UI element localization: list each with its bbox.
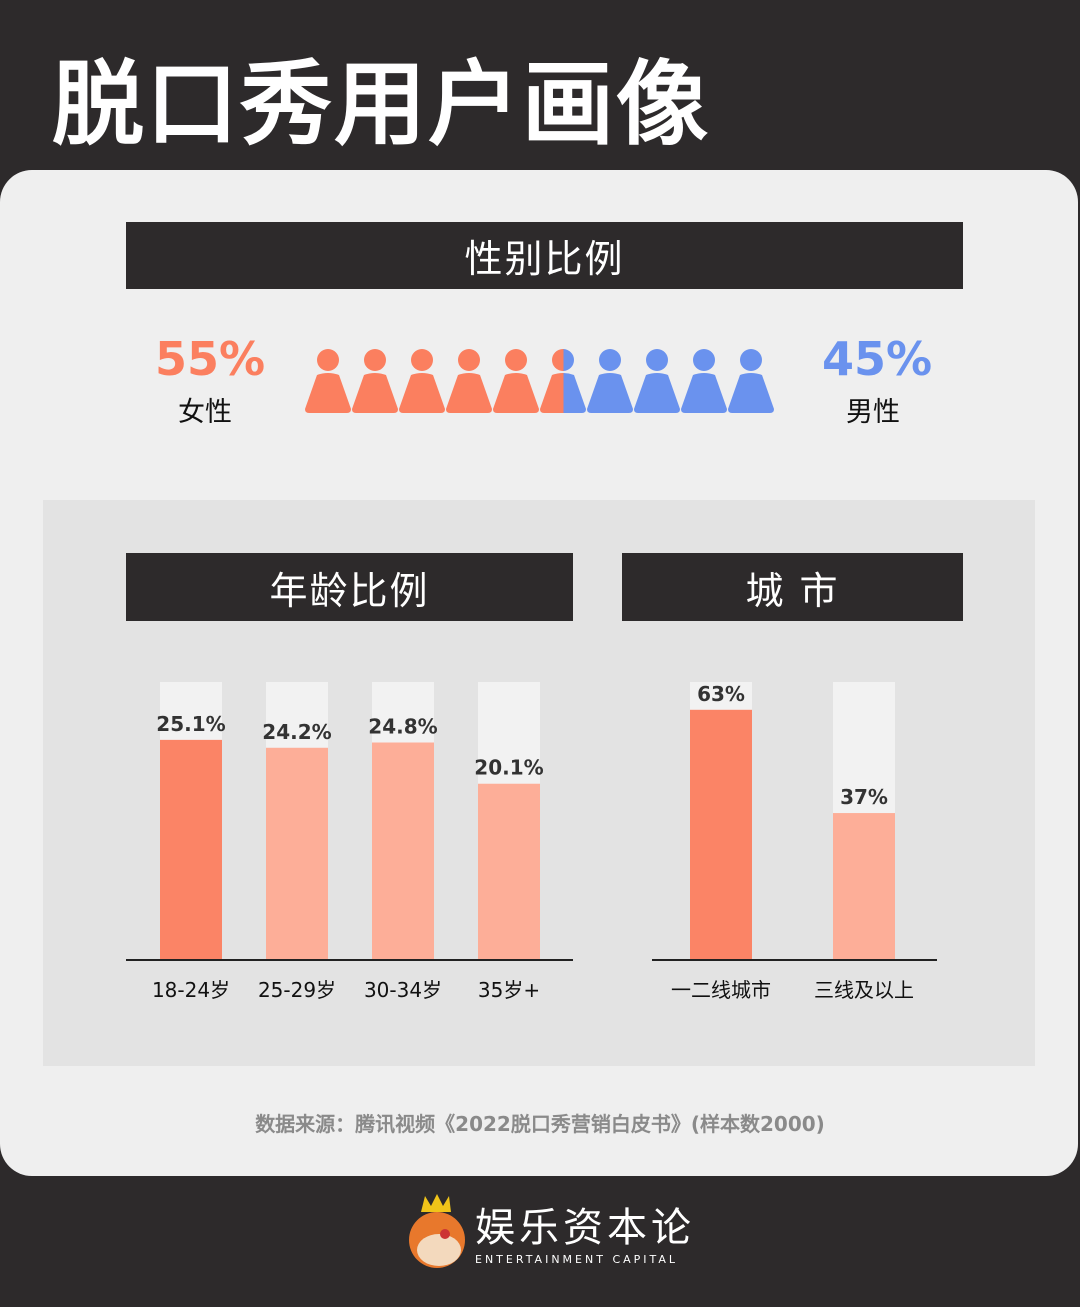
person-icon-head <box>599 349 621 371</box>
bar-value-label: 25.1% <box>156 712 225 736</box>
person-icon-head <box>646 349 668 371</box>
gender-header: 性别比例 <box>126 222 963 289</box>
person-icon-body <box>563 373 586 413</box>
bar <box>478 783 540 960</box>
bar <box>833 813 895 960</box>
person-icon-head <box>317 349 339 371</box>
person-icon-head <box>505 349 527 371</box>
age-header: 年龄比例 <box>126 553 573 621</box>
person-icon-body <box>352 373 398 413</box>
bar-value-label: 24.2% <box>262 720 331 744</box>
person-icon-head <box>693 349 715 371</box>
category-label: 一二线城市 <box>671 978 771 1002</box>
male-label: 男性 <box>846 397 900 428</box>
person-icon-head <box>563 349 574 371</box>
person-icon-head <box>552 349 564 371</box>
bar-value-label: 20.1% <box>474 756 543 780</box>
category-label: 30-34岁 <box>364 978 442 1002</box>
mascot-icon <box>409 1194 465 1268</box>
page-title: 脱口秀用户画像 <box>52 51 711 158</box>
logo-subtext: ENTERTAINMENT CAPITAL <box>475 1252 679 1266</box>
bar <box>160 739 222 960</box>
bar <box>372 742 434 960</box>
bar-value-label: 37% <box>840 785 888 809</box>
person-icon-body <box>587 373 633 413</box>
male-percent: 45% <box>822 332 933 386</box>
person-icon-head <box>458 349 480 371</box>
person-icon-body <box>399 373 445 413</box>
logo-text: 娱乐资本论 <box>475 1204 695 1251</box>
category-label: 35岁+ <box>478 978 540 1002</box>
person-icon-body <box>446 373 492 413</box>
source-note: 数据来源：腾讯视频《2022脱口秀营销白皮书》(样本数2000) <box>255 1112 825 1136</box>
city-header: 城 市 <box>622 553 963 621</box>
person-icon-head <box>740 349 762 371</box>
bar <box>690 709 752 960</box>
person-icon-body <box>681 373 727 413</box>
person-icon-head <box>364 349 386 371</box>
category-label: 25-29岁 <box>258 978 336 1002</box>
gender-people-icons <box>305 349 774 413</box>
person-icon-body <box>728 373 774 413</box>
person-icon-body <box>493 373 539 413</box>
person-icon-body <box>634 373 680 413</box>
category-label: 三线及以上 <box>814 978 914 1002</box>
person-icon-body <box>305 373 351 413</box>
brand-logo: 娱乐资本论 ENTERTAINMENT CAPITAL <box>395 1190 695 1270</box>
bar-value-label: 63% <box>697 682 745 706</box>
person-icon-head <box>411 349 433 371</box>
female-icons <box>305 349 564 413</box>
bar <box>266 747 328 960</box>
bar-value-label: 24.8% <box>368 715 437 739</box>
category-label: 18-24岁 <box>152 978 230 1002</box>
female-label: 女性 <box>178 397 232 428</box>
person-icon-body <box>540 373 564 413</box>
female-percent: 55% <box>155 332 266 386</box>
male-icons <box>563 349 774 413</box>
